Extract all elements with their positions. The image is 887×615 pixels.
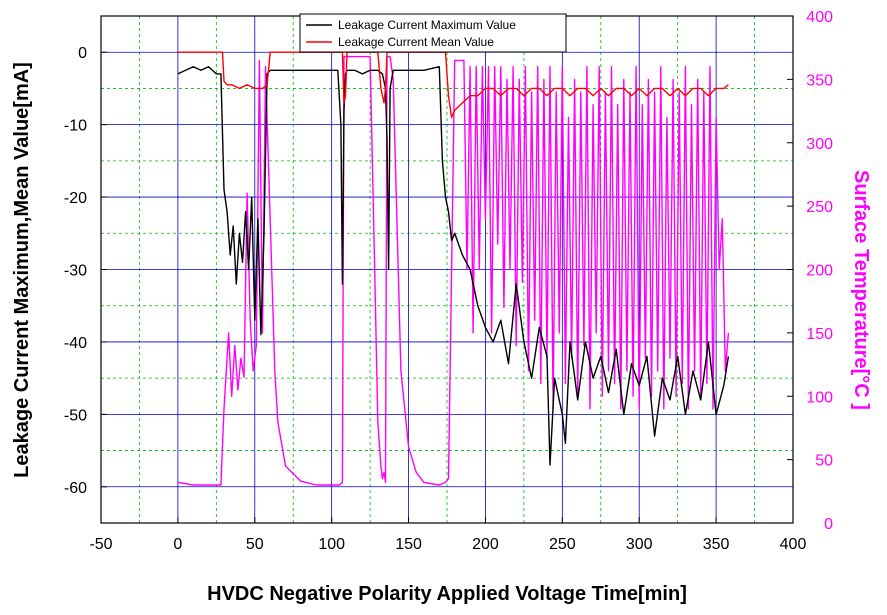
x-tick-label: 350 [703, 536, 730, 553]
series-leakage-mean-line [177, 51, 729, 119]
x-tick-label: 100 [318, 536, 345, 553]
series-leakage-max-line [177, 65, 730, 466]
y2-tick-label: 50 [815, 453, 833, 470]
legend: Leakage Current Maximum Value Leakage Cu… [299, 13, 567, 53]
x-tick-label: 250 [549, 536, 576, 553]
x-tick-label: 50 [246, 536, 264, 553]
legend-label-mean: Leakage Current Mean Value [338, 35, 494, 49]
y-tick-label: -10 [64, 118, 87, 135]
x-tick-label: -50 [89, 536, 112, 553]
y2-tick-label: 250 [806, 199, 833, 216]
y-tick-label: -40 [64, 335, 87, 352]
y2-tick-label: 200 [806, 263, 833, 280]
y-tick-label: 0 [78, 45, 87, 62]
y-tick-label: -50 [64, 407, 87, 424]
series-surface-temperature-line [177, 55, 730, 486]
legend-label-max: Leakage Current Maximum Value [338, 18, 516, 32]
y2-tick-label: 400 [806, 9, 833, 26]
y-tick-label: -60 [64, 480, 87, 497]
x-axis-title: HVDC Negative Polarity Applied Voltage T… [207, 583, 687, 605]
y2-axis-title: Surface Temperature[°C ] [850, 170, 872, 410]
x-tick-label: 150 [395, 536, 422, 553]
legend-box [299, 13, 567, 53]
y2-tick-label: 150 [806, 326, 833, 343]
y2-tick-label: 0 [824, 516, 833, 533]
x-tick-label: 200 [472, 536, 499, 553]
x-tick-label: 300 [626, 536, 653, 553]
series-layer [177, 51, 730, 486]
ticks-layer [100, 15, 794, 524]
tick-labels: -50 0 50 100 150 200 250 300 350 400 0 -10 -20 -30 -40… [64, 9, 833, 553]
y2-tick-label: 300 [806, 136, 833, 153]
y-tick-label: -30 [64, 263, 87, 280]
y2-tick-label: 350 [806, 72, 833, 89]
y2-tick-label: 100 [806, 389, 833, 406]
y-axis-title: Leakage Current Maximum,Mean Value[mA] [11, 62, 33, 478]
x-tick-label: 400 [780, 536, 807, 553]
y-tick-label: -20 [64, 190, 87, 207]
x-tick-label: 0 [173, 536, 182, 553]
